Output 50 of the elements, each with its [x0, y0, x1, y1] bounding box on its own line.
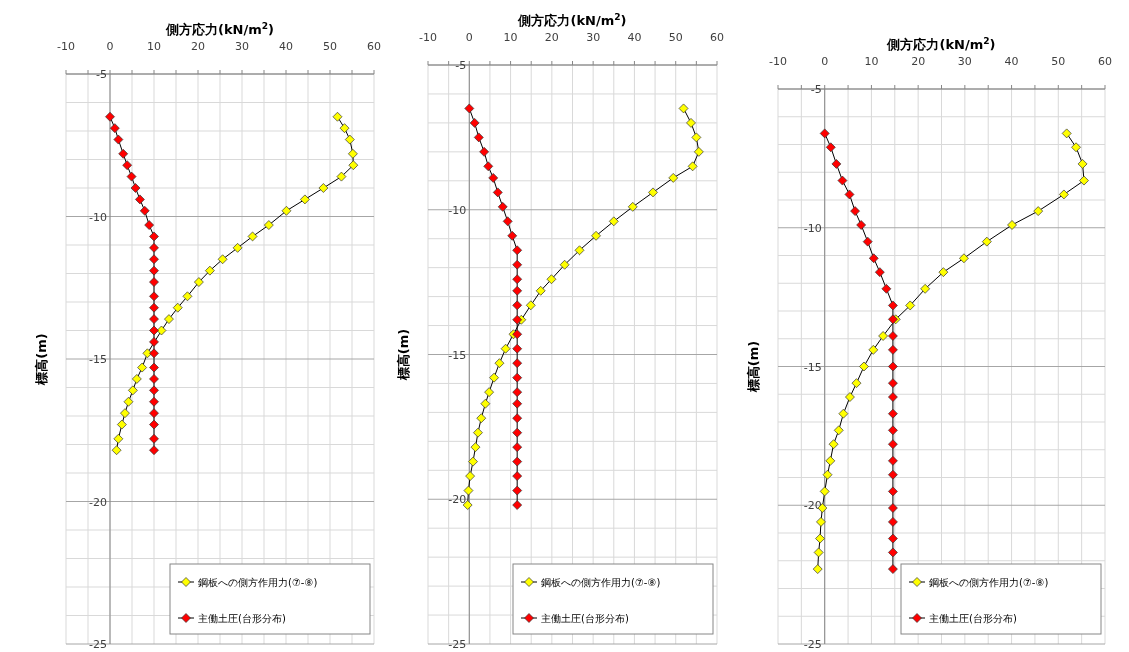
x-axis-title: 側方応力(kN/m$^{2}$) [517, 12, 627, 28]
y-axis-title: 標高(m) [396, 328, 411, 382]
x-tick-label: 50 [668, 31, 683, 44]
y-tick-label: -25 [89, 638, 107, 651]
x-tick-label: 0 [821, 55, 829, 68]
y-axis-title: 標高(m) [34, 333, 49, 386]
y-tick-label: -10 [89, 210, 107, 224]
legend-label: 主働土圧(台形分布) [929, 613, 1017, 624]
y-tick-label: -15 [89, 353, 107, 366]
y-tick-label: -5 [96, 68, 107, 81]
legend-label: 鋼板への側方作用力(⑦-⑧) [198, 577, 318, 588]
x-axis-title: 側方応力(kN/m$^{2}$) [164, 21, 275, 37]
x-tick-label: 60 [367, 40, 381, 53]
x-tick-label: 60 [710, 31, 724, 44]
y-tick-label: -5 [455, 59, 467, 72]
x-tick-label: 20 [191, 40, 205, 53]
y-tick-label: -10 [803, 221, 822, 235]
x-tick-label: 40 [1004, 55, 1019, 68]
legend-label: 鋼板への側方作用力(⑦-⑧) [929, 577, 1049, 588]
legend-label: 主働土圧(台形分布) [198, 613, 286, 624]
x-tick-label: 40 [627, 31, 642, 44]
x-axis-title: 側方応力(kN/m$^{2}$) [886, 36, 996, 52]
x-tick-label: 20 [544, 31, 559, 44]
x-tick-label: 50 [1051, 55, 1066, 68]
x-tick-label: 10 [864, 55, 879, 68]
x-tick-label: 30 [235, 40, 249, 53]
x-tick-label: 10 [147, 40, 161, 53]
y-tick-label: -5 [810, 83, 822, 96]
x-tick-label: 0 [465, 31, 473, 44]
y-tick-label: -25 [448, 638, 467, 651]
legend-label: 主働土圧(台形分布) [541, 613, 629, 624]
x-tick-label: -10 [419, 31, 437, 44]
y-tick-label: -10 [448, 203, 467, 217]
x-tick-label: -10 [769, 55, 787, 68]
x-tick-label: 20 [911, 55, 926, 68]
x-tick-label: 60 [1098, 55, 1112, 68]
legend-label: 鋼板への側方作用力(⑦-⑧) [541, 577, 661, 588]
y-tick-label: -15 [448, 348, 467, 362]
y-tick-label: -15 [803, 360, 822, 374]
y-tick-label: -25 [803, 638, 822, 651]
x-tick-label: 10 [503, 31, 518, 44]
x-tick-label: 40 [279, 40, 293, 53]
y-tick-label: -20 [448, 493, 467, 507]
x-tick-label: -10 [57, 40, 75, 53]
y-tick-label: -20 [89, 495, 107, 509]
x-tick-label: 30 [586, 31, 601, 44]
x-tick-label: 0 [106, 40, 114, 53]
x-tick-label: 30 [957, 55, 972, 68]
x-tick-label: 50 [323, 40, 337, 53]
y-axis-title: 標高(m) [746, 340, 761, 394]
